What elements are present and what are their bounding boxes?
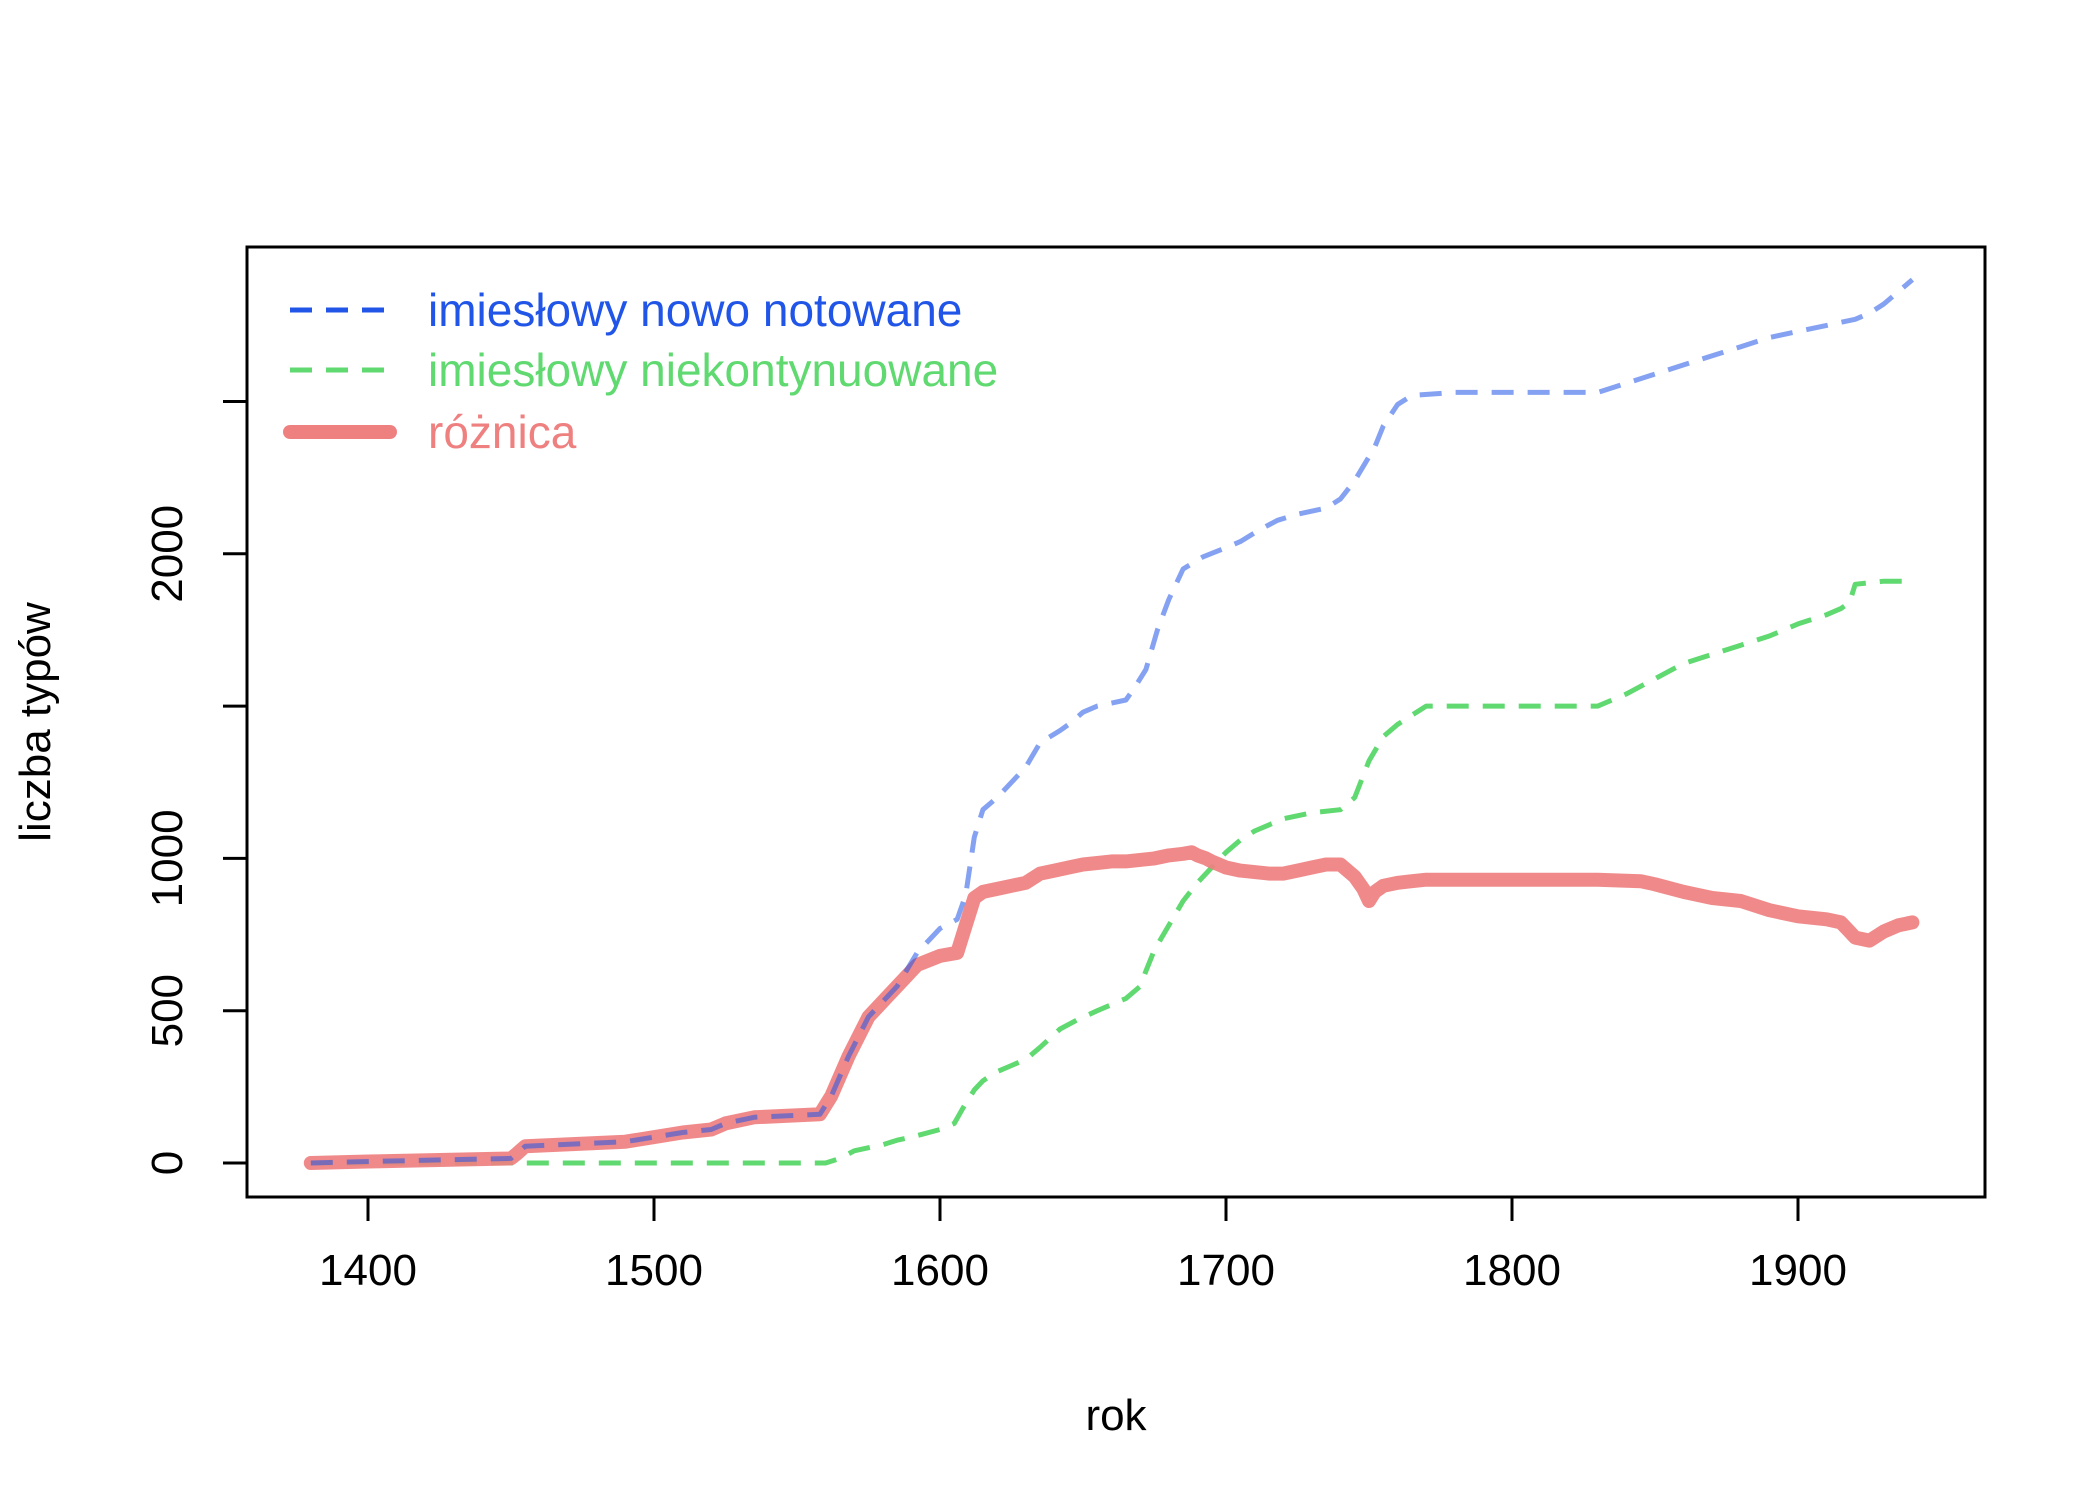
y-axis-title: liczba typów (11, 602, 60, 842)
x-tick-label: 1600 (891, 1246, 989, 1295)
series-line-2 (310, 578, 1913, 1166)
y-axis: 0 500 1000 2000 (143, 400, 249, 1175)
y-tick-label: 0 (143, 1151, 192, 1175)
x-tick-label: 1400 (319, 1246, 417, 1295)
y-tick-label: 500 (143, 974, 192, 1047)
y-tick-label: 1000 (143, 809, 192, 907)
x-axis: 1400 1500 1600 1700 1800 1900 (319, 1195, 1847, 1295)
x-tick-label: 1800 (1463, 1246, 1561, 1295)
legend: imiesłowy nowo notowane imiesłowy niekont… (283, 284, 998, 458)
x-tick-label: 1500 (605, 1246, 703, 1295)
x-tick-label: 1700 (1177, 1246, 1275, 1295)
x-tick-label: 1900 (1749, 1246, 1847, 1295)
legend-label-2: imiesłowy niekontynuowane (428, 344, 998, 396)
legend-label-3: różnica (428, 406, 577, 458)
x-axis-title: rok (1085, 1391, 1147, 1440)
legend-label-1: imiesłowy nowo notowane (428, 284, 962, 336)
series-layer (303, 277, 1920, 1170)
y-tick-label: 2000 (143, 505, 192, 603)
